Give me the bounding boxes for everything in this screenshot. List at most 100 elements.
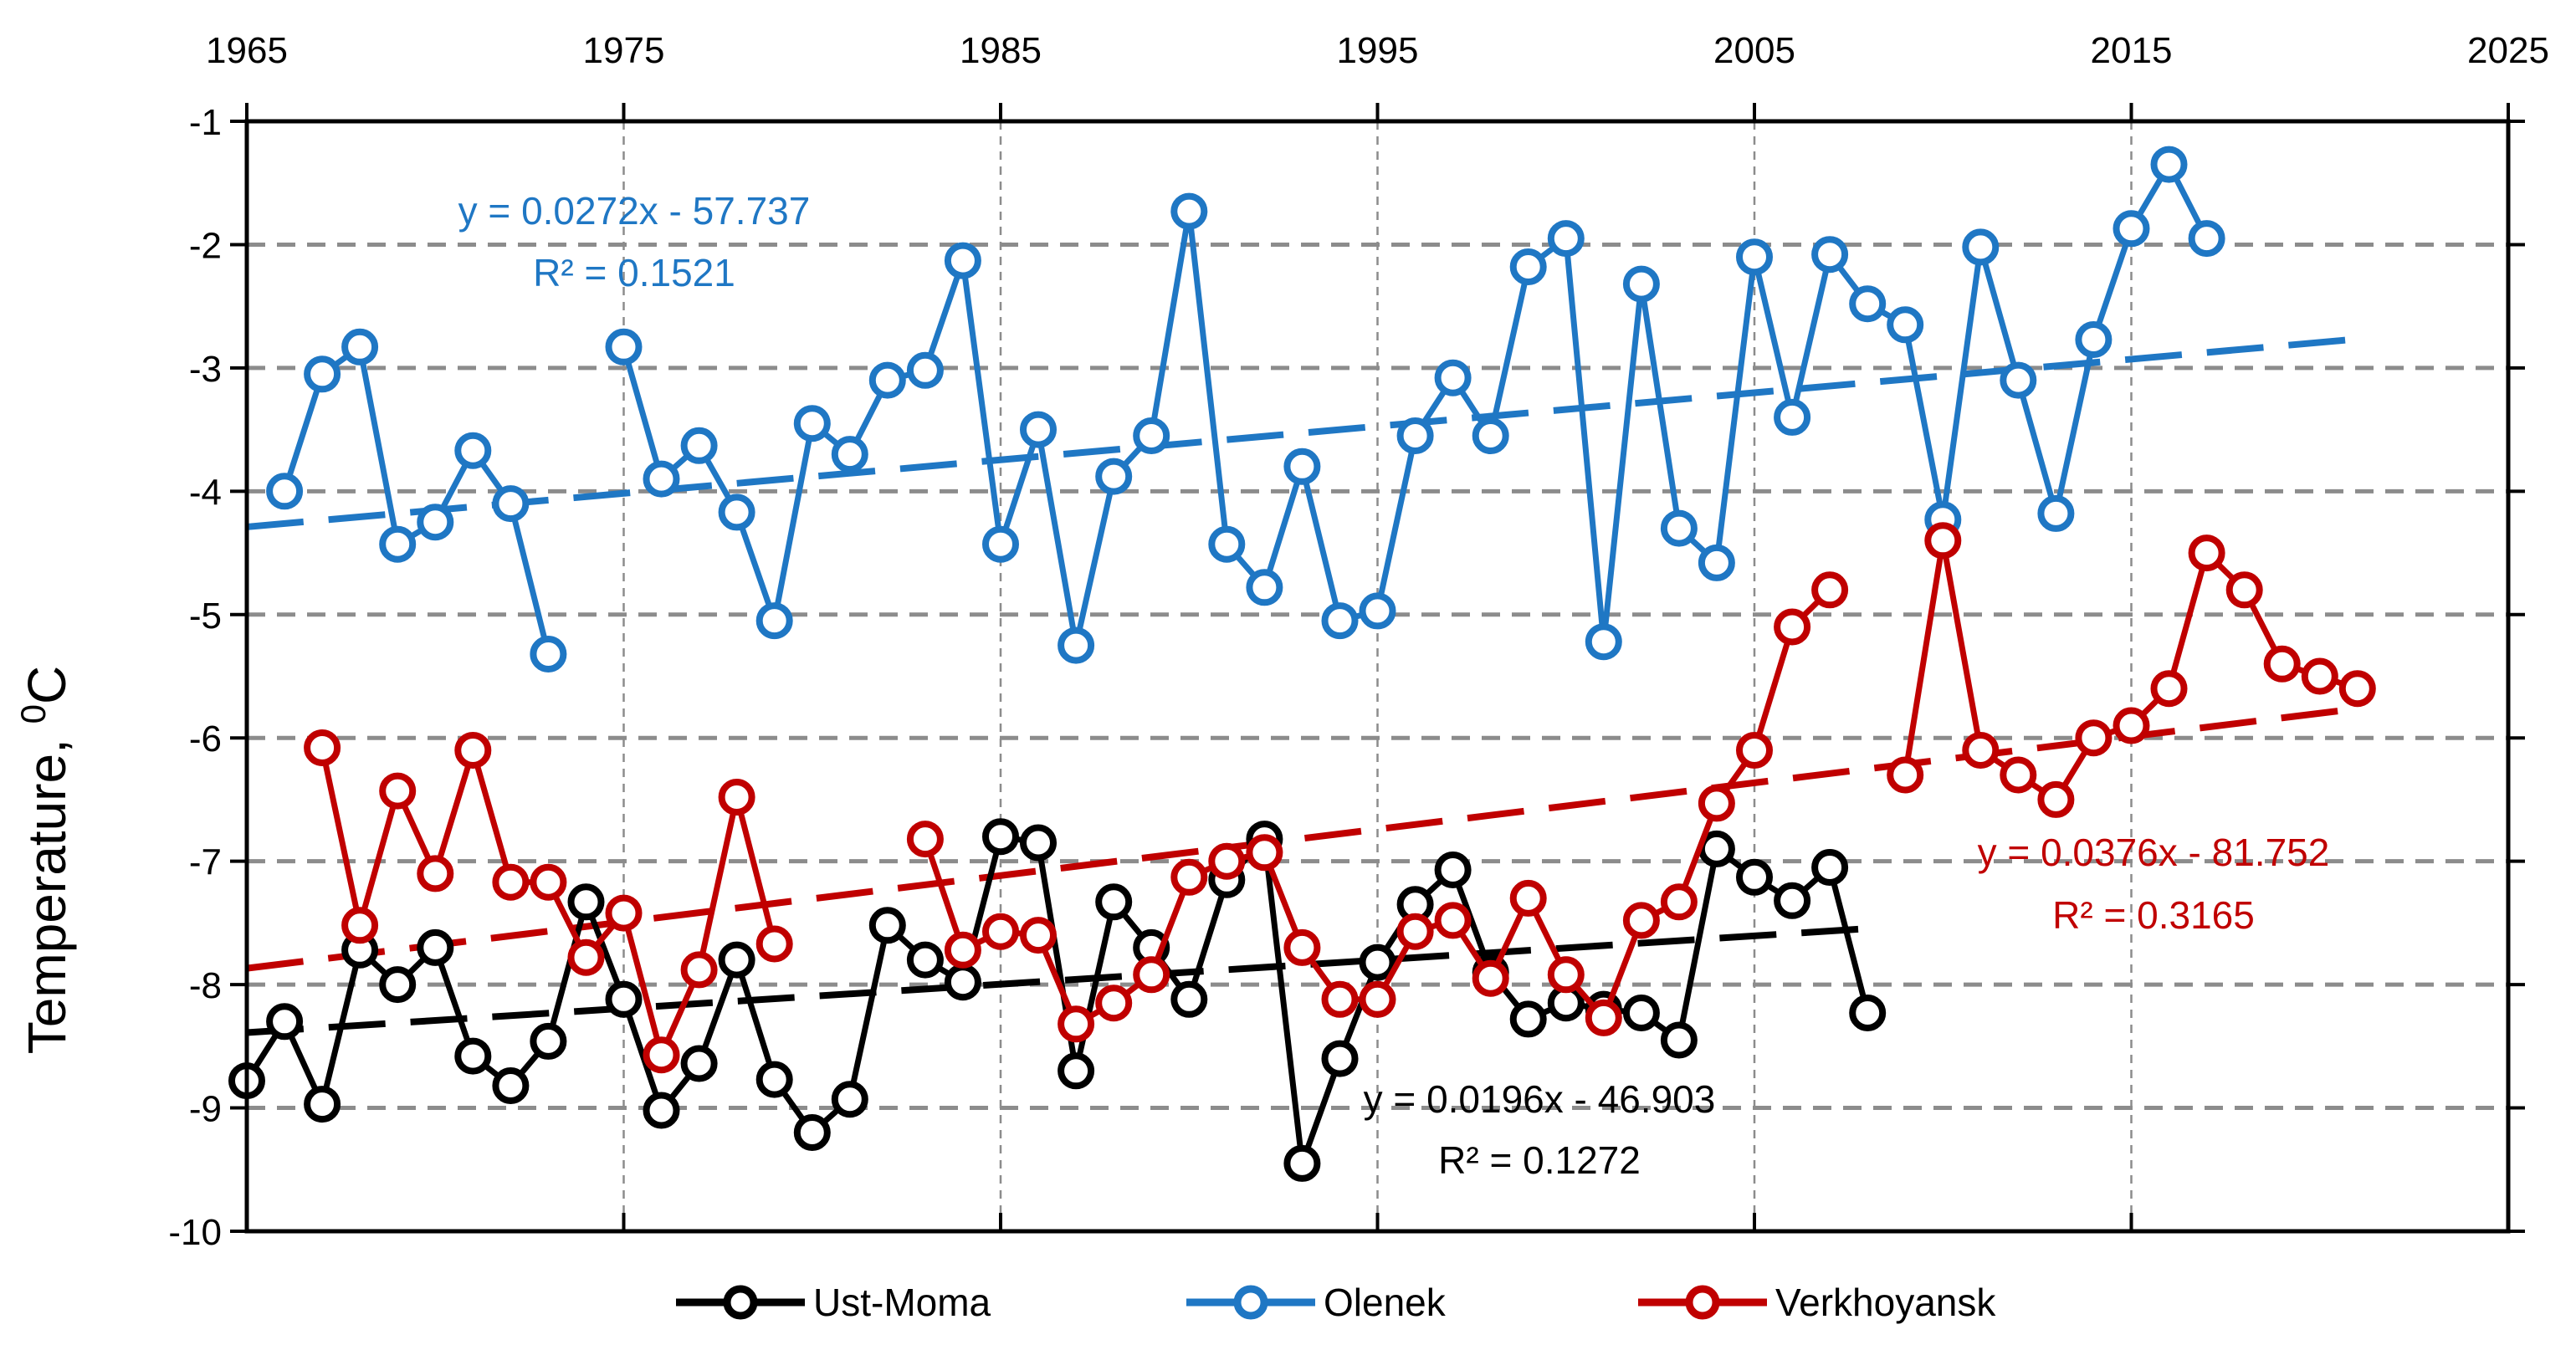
data-point-verkhoyansk (2188, 534, 2225, 572)
data-point-olenek (2000, 361, 2037, 399)
legend-label-verkhoyansk: Verkhoyansk (1775, 1281, 1996, 1324)
data-point-olenek (2150, 146, 2188, 183)
trend-equation-ust-moma: y = 0.0196x - 46.903 (1364, 1077, 1716, 1121)
y-tick-label: -4 (189, 472, 222, 513)
data-point-verkhoyansk (1058, 1005, 1095, 1043)
data-point-verkhoyansk (2150, 670, 2188, 708)
data-point-verkhoyansk (605, 894, 643, 932)
data-point-verkhoyansk (1321, 980, 1359, 1018)
data-point-verkhoyansk (1660, 883, 1698, 921)
data-point-verkhoyansk (2037, 780, 2075, 818)
data-point-olenek (2037, 494, 2075, 532)
data-point-olenek (1208, 525, 1246, 563)
data-point-olenek (868, 361, 906, 399)
data-point-olenek (2075, 321, 2113, 358)
data-point-ust-moma (530, 1022, 567, 1060)
data-point-ust-moma (680, 1045, 718, 1082)
data-point-ust-moma (906, 941, 944, 979)
legend-swatch-marker-olenek (1233, 1285, 1268, 1320)
data-point-ust-moma (1811, 849, 1849, 886)
data-series (228, 146, 2376, 1182)
trend-annotation-ust-moma: y = 0.0196x - 46.903 R² = 0.1272 (1364, 1077, 1716, 1182)
data-point-olenek (755, 602, 793, 640)
data-point-ust-moma (492, 1067, 530, 1104)
trend-r2-verkhoyansk: R² = 0.3165 (2052, 893, 2255, 937)
data-point-verkhoyansk (454, 732, 492, 769)
data-point-olenek (1396, 417, 1434, 454)
data-point-ust-moma (831, 1081, 868, 1118)
trend-r2-ust-moma: R² = 0.1272 (1438, 1138, 1641, 1182)
data-point-ust-moma (1774, 882, 1811, 919)
data-point-verkhoyansk (718, 779, 755, 816)
data-point-verkhoyansk (1547, 956, 1585, 994)
data-point-olenek (906, 351, 944, 389)
x-tick-label: 2015 (2091, 30, 2173, 71)
data-point-ust-moma (1095, 883, 1133, 921)
data-point-ust-moma (454, 1037, 492, 1075)
data-point-ust-moma (643, 1092, 680, 1129)
x-tick-label: 2005 (1713, 30, 1795, 71)
data-point-olenek (718, 494, 755, 531)
data-point-olenek (492, 485, 530, 523)
data-point-olenek (1321, 602, 1359, 640)
data-point-olenek (1887, 306, 1924, 344)
data-point-ust-moma (1321, 1040, 1359, 1077)
legend-item-ust-moma: Ust-Moma (676, 1281, 991, 1324)
data-point-ust-moma (304, 1086, 341, 1123)
data-point-verkhoyansk (1736, 732, 1773, 769)
data-point-olenek (1020, 411, 1057, 448)
trend-r2-olenek: R² = 0.1521 (533, 251, 735, 294)
data-point-verkhoyansk (2301, 657, 2338, 695)
data-point-ust-moma (1020, 824, 1057, 862)
data-point-verkhoyansk (1622, 902, 1660, 939)
legend: Ust-Moma Olenek Verkhoyansk (676, 1281, 1996, 1324)
data-point-olenek (1509, 248, 1547, 285)
data-point-olenek (341, 328, 379, 366)
y-tick-label: -6 (189, 719, 222, 759)
data-point-verkhoyansk (1698, 785, 1735, 822)
data-point-ust-moma (1283, 1144, 1321, 1182)
trend-annotation-olenek: y = 0.0272x - 57.737 R² = 0.1521 (458, 189, 811, 294)
data-point-ust-moma (944, 964, 981, 1001)
data-point-olenek (454, 432, 492, 469)
data-point-verkhoyansk (982, 913, 1019, 950)
data-point-verkhoyansk (1811, 571, 1849, 609)
data-point-verkhoyansk (1962, 732, 2000, 769)
data-point-ust-moma (1434, 851, 1472, 888)
data-point-ust-moma (718, 941, 755, 979)
data-point-olenek (1170, 192, 1208, 230)
data-point-verkhoyansk (1133, 956, 1170, 994)
data-point-olenek (266, 473, 304, 510)
data-point-verkhoyansk (1283, 928, 1321, 966)
data-point-verkhoyansk (1434, 902, 1472, 939)
data-point-ust-moma (417, 928, 454, 966)
data-point-ust-moma (793, 1114, 831, 1151)
x-tick-label: 1965 (206, 30, 288, 71)
data-point-olenek (982, 525, 1019, 563)
data-point-verkhoyansk (1924, 522, 1962, 560)
data-point-verkhoyansk (1585, 999, 1622, 1036)
data-point-verkhoyansk (1020, 917, 1057, 954)
trend-annotations: y = 0.0272x - 57.737 R² = 0.1521 y = 0.0… (458, 189, 2330, 1182)
data-point-verkhoyansk (1359, 980, 1396, 1018)
trend-equation-olenek: y = 0.0272x - 57.737 (458, 189, 811, 233)
data-point-olenek (1774, 398, 1811, 436)
data-point-olenek (1849, 285, 1887, 323)
data-point-ust-moma (1170, 980, 1208, 1018)
data-point-verkhoyansk (341, 907, 379, 944)
data-point-verkhoyansk (1887, 756, 1924, 794)
series-ust-moma (228, 818, 1887, 1182)
data-point-verkhoyansk (2075, 719, 2113, 757)
trend-line-ust-moma (246, 925, 1868, 1036)
data-point-verkhoyansk (1396, 913, 1434, 950)
data-point-verkhoyansk (643, 1036, 680, 1074)
data-point-verkhoyansk (417, 855, 454, 892)
data-point-olenek (1811, 236, 1849, 274)
data-point-olenek (1472, 417, 1509, 454)
data-point-olenek (379, 525, 417, 563)
data-point-verkhoyansk (1246, 834, 1283, 872)
trend-lines (246, 335, 2358, 1036)
data-point-olenek (1058, 626, 1095, 664)
data-point-verkhoyansk (2225, 571, 2263, 609)
y-axis-label: Temperature, 0C (13, 666, 77, 1054)
